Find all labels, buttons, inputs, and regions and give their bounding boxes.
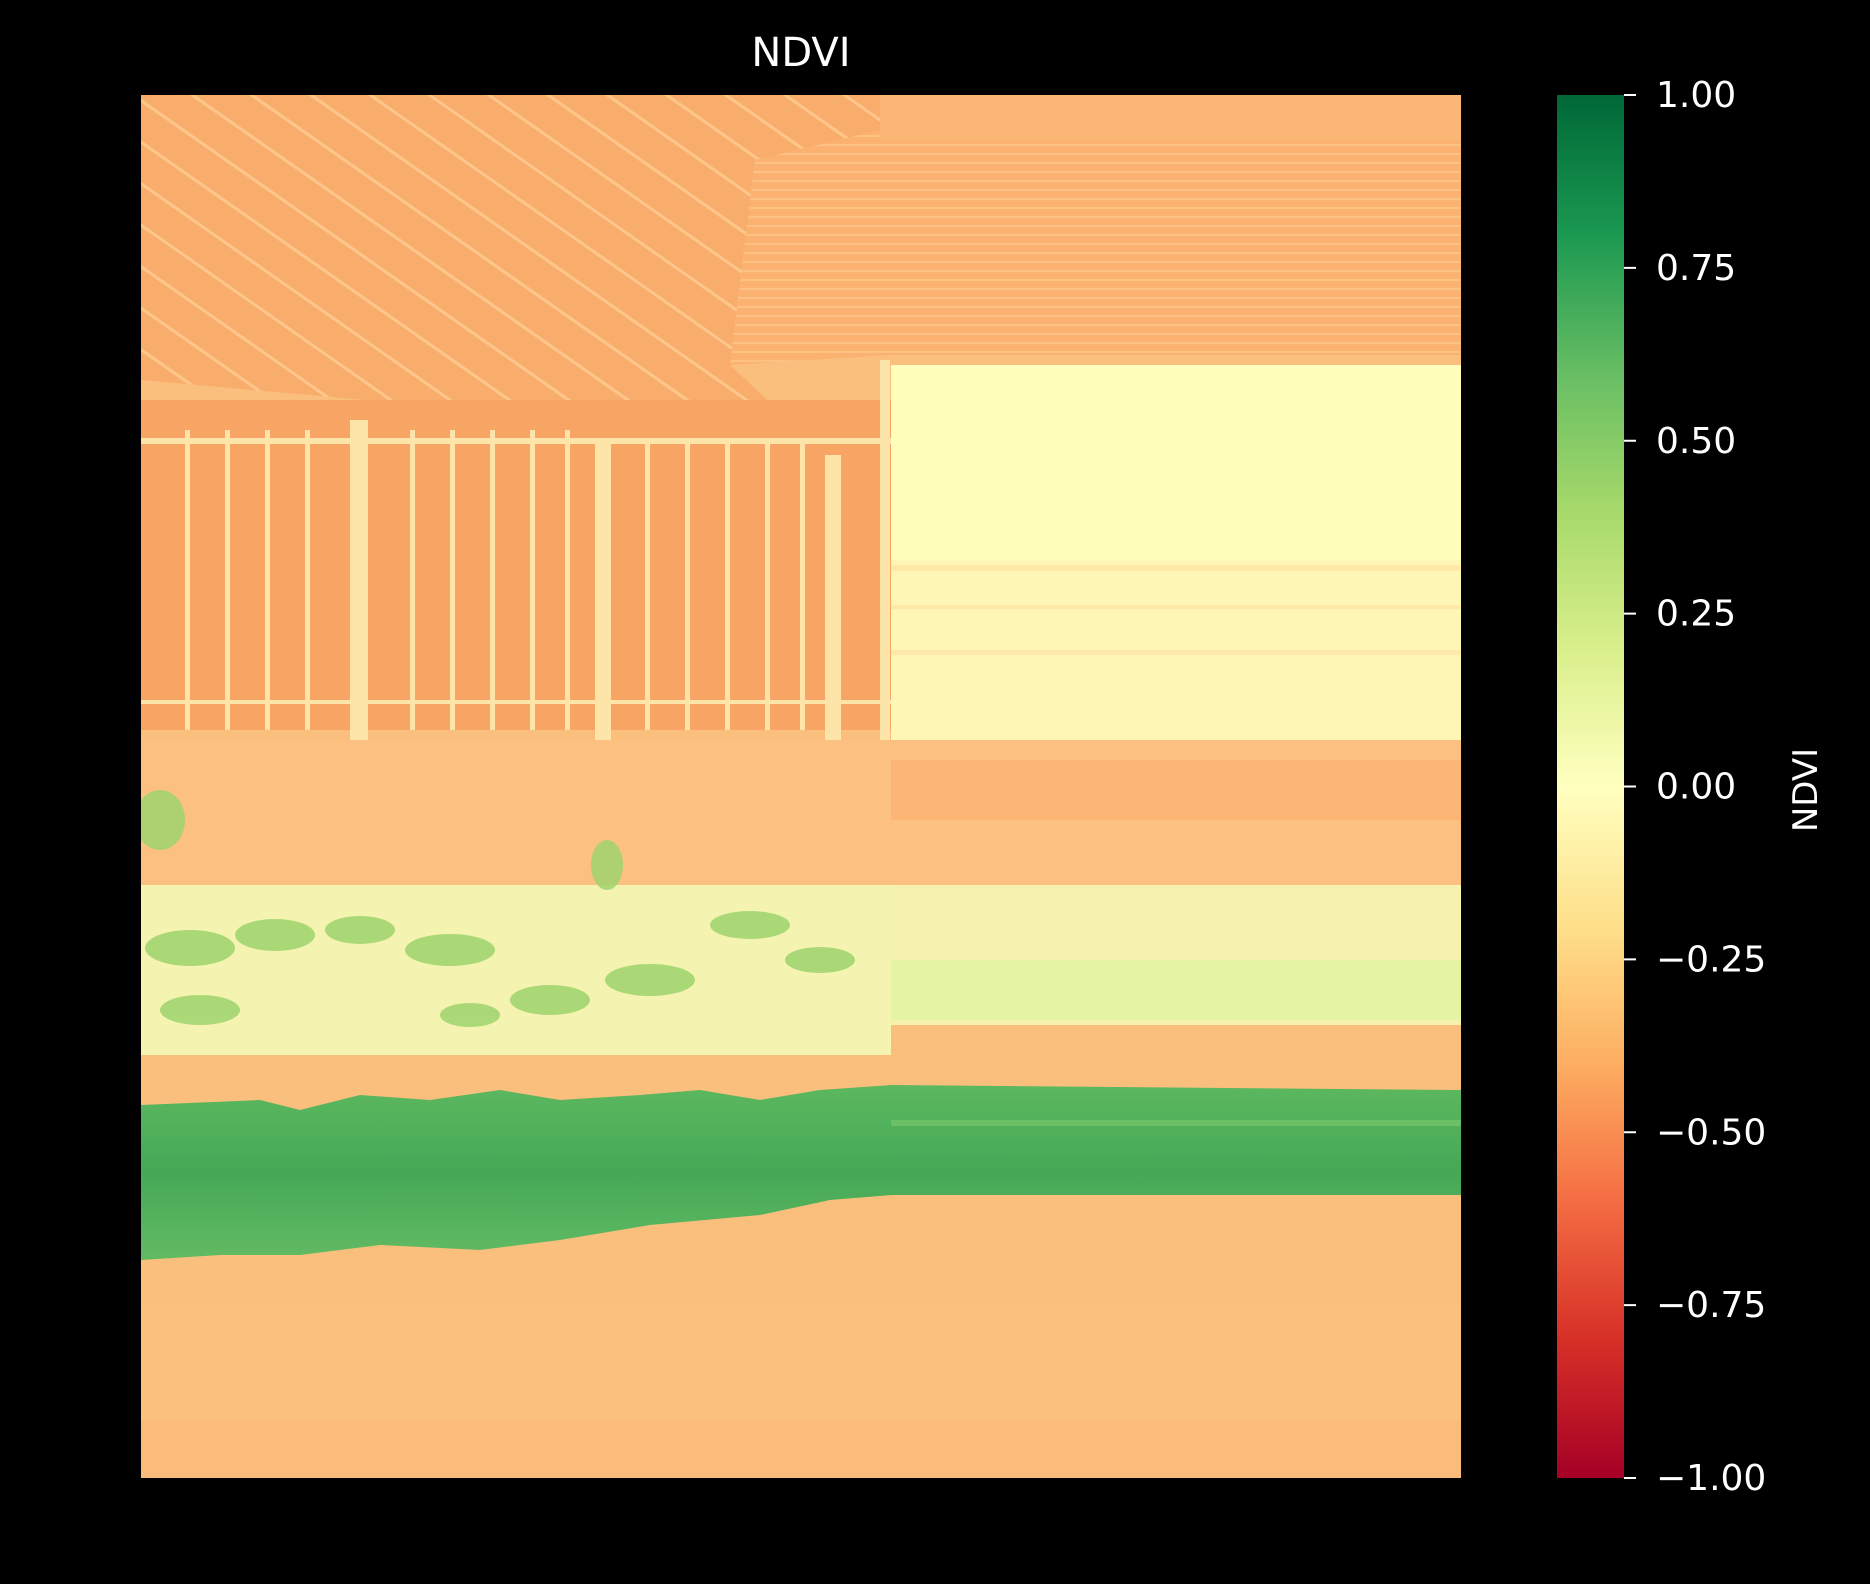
colorbar-tick-label: −0.25 [1656,939,1766,980]
shrub-blobs [141,790,855,1027]
colorbar-tick-label: −0.75 [1656,1285,1766,1326]
region-roof [141,95,880,440]
colorbar-tick-label: −1.00 [1656,1458,1766,1499]
window-frames [141,360,900,740]
region-hedge [141,1085,1461,1260]
region-shrub-band [141,885,891,1055]
region-top-right [880,95,1461,140]
ndvi-image [141,95,1461,1478]
colorbar [1557,95,1624,1478]
colorbar-tick-label: −0.50 [1656,1112,1766,1153]
colorbar-tick-label: 0.50 [1656,421,1736,462]
colorbar-tick-label: 0.75 [1656,248,1736,289]
chart-title: NDVI [751,30,850,76]
colorbar-tick-label: 1.00 [1656,75,1736,116]
colorbar-tick-label: 0.00 [1656,767,1736,808]
region-roof-right [730,130,1461,365]
region-window-wall [141,400,891,730]
colorbar-tick-label: 0.25 [1656,594,1736,635]
colorbar-ticks: 1.00 0.75 0.50 0.25 0.00 −0.25 −0.50 −0.75 −1.00 [1624,75,1766,1499]
colorbar-label: NDVI [1786,748,1826,832]
